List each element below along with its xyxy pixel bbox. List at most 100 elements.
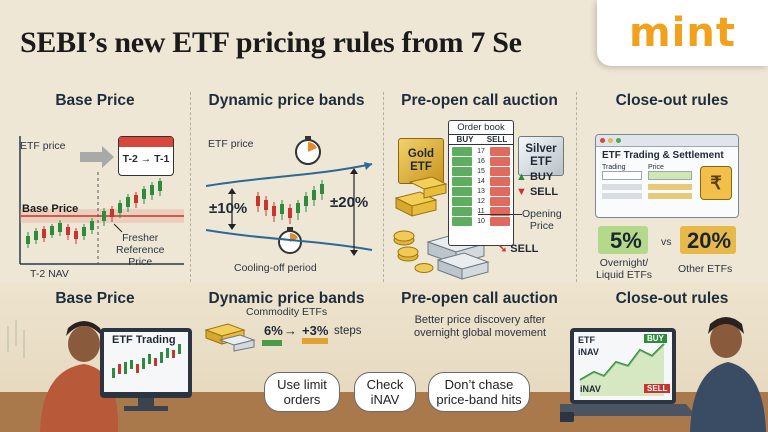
price-level: 16 <box>477 158 485 165</box>
gold-coins-icon <box>393 176 448 273</box>
order-book-row: 11 <box>452 207 510 216</box>
order-book-row: 13 <box>452 187 510 196</box>
call-auction-bottom-heading: Pre-open call auction <box>401 290 558 307</box>
mint-logo: mint <box>597 0 768 66</box>
rupee-icon: ₹ <box>700 166 732 200</box>
closeout-bottom-heading: Close-out rules <box>615 290 729 307</box>
base-price-line-label: Base Price <box>22 203 79 215</box>
laptop-inav-bottom-label: iNAV <box>580 384 601 394</box>
order-book-rows: 17 16 15 14 13 12 11 10 <box>449 145 513 229</box>
trader-right-illustration <box>560 317 766 432</box>
order-book-row: 10 <box>452 217 510 226</box>
laptop-etf-label: ETF <box>578 335 595 345</box>
price-bands-chart <box>205 136 373 256</box>
commodity-bars-icon <box>204 323 256 352</box>
reference-price-label: Fresher Reference Price <box>116 232 165 268</box>
price-level: 17 <box>477 148 485 155</box>
bands-etf-price-label: ETF price <box>208 138 254 150</box>
order-book-row: 14 <box>452 177 510 186</box>
calendar-text: T-2 → T-1 <box>122 153 170 165</box>
order-book-title: Order book <box>449 121 513 135</box>
divider <box>383 92 384 282</box>
divider <box>576 92 577 282</box>
nav-label: T-2 NAV <box>30 268 69 280</box>
buy-cell <box>452 157 472 166</box>
price-level: 11 <box>477 208 485 215</box>
call-auction-heading: Pre-open call auction <box>401 92 558 109</box>
other-pct: 20% <box>687 228 732 253</box>
etf-price-label: ETF price <box>20 140 66 152</box>
divider <box>190 92 191 282</box>
sell-cell <box>490 177 510 186</box>
cooling-off-label: Cooling-off period <box>234 262 317 274</box>
price-bands-heading: Dynamic price bands <box>208 92 365 109</box>
price-level: 14 <box>477 178 485 185</box>
tip-text: Use limit orders <box>277 377 327 407</box>
laptop-sell-button[interactable]: SELL <box>644 384 671 393</box>
price-level: 10 <box>477 218 485 225</box>
left-monitor-title: ETF Trading <box>112 334 176 346</box>
band-20-label: ±20% <box>330 194 369 211</box>
sell-cell <box>490 187 510 196</box>
laptop-buy-button[interactable]: BUY <box>644 334 667 343</box>
trader-left-illustration <box>7 320 192 432</box>
step-bar-1 <box>262 340 282 346</box>
buy-cell <box>452 187 472 196</box>
order-book-row: 16 <box>452 157 510 166</box>
sell-tag-label: SELL <box>529 186 559 198</box>
buy-tag: ▲ BUY <box>516 171 554 183</box>
base-price-heading: Base Price <box>55 92 135 109</box>
sell-cell <box>490 167 510 176</box>
trading-field-label: Trading <box>602 164 626 171</box>
buy-cell <box>452 197 472 206</box>
step-to: +3% <box>302 323 329 338</box>
tip-text: Don’t chase price-band hits <box>436 377 522 407</box>
vs-label: vs <box>661 236 672 248</box>
step-from: 6% <box>264 323 283 338</box>
order-book: Order book BUY SELL 17 16 15 14 13 12 11 10 <box>448 120 514 246</box>
liquid-pct-highlight <box>598 226 648 254</box>
settlement-window-title: ETF Trading & Settlement <box>602 150 724 161</box>
buy-cell <box>452 167 472 176</box>
sell-tag: ▼ SELL <box>516 186 559 198</box>
liquid-pct: 5% <box>610 228 642 253</box>
price-field-label: Price <box>648 164 664 171</box>
base-price-bottom-heading: Base Price <box>55 290 135 307</box>
order-book-row: 15 <box>452 167 510 176</box>
gold-etf-label: Gold ETF <box>398 138 444 184</box>
buy-cell <box>452 177 472 186</box>
silver-etf-label: Silver ETF <box>518 136 564 176</box>
sell-column-header: SELL <box>486 135 508 144</box>
price-discovery-text: Better price discovery after overnight g… <box>413 314 547 339</box>
tip-dont-chase: Don’t chase price-band hits <box>428 372 530 412</box>
price-level: 13 <box>477 188 485 195</box>
sell-cell <box>490 197 510 206</box>
other-pct-highlight <box>680 226 736 254</box>
step-bar-2 <box>302 338 328 344</box>
other-pct-label: Other ETFs <box>678 263 733 275</box>
closeout-heading: Close-out rules <box>615 92 729 109</box>
trading-select[interactable] <box>602 171 642 180</box>
commodity-etfs-label: Commodity ETFs <box>246 306 328 318</box>
price-level: 15 <box>477 168 485 175</box>
price-input[interactable] <box>648 171 692 180</box>
price-bands-bottom-heading: Dynamic price bands <box>208 290 365 307</box>
band-10-label: ±10% <box>209 200 248 217</box>
sell-tag-bottom-label: SELL <box>510 243 539 255</box>
steps-word: steps <box>334 325 362 337</box>
opening-price-label: Opening Price <box>522 208 562 232</box>
sell-cell <box>490 207 510 216</box>
sell-cell <box>490 217 510 226</box>
sell-tag-bottom: ➘ SELL <box>498 243 539 255</box>
base-price-chart <box>19 136 184 265</box>
buy-column-header: BUY <box>456 135 474 144</box>
order-book-row: 17 <box>452 147 510 156</box>
buy-cell <box>452 217 472 226</box>
calendar-icon: T-2 → T-1 <box>118 136 174 176</box>
buy-tag-label: BUY <box>529 171 554 183</box>
page-title: SEBI’s new ETF pricing rules from 7 Se <box>20 26 522 59</box>
tip-check-inav: Check iNAV <box>354 372 416 412</box>
tip-text: Check iNAV <box>366 377 404 407</box>
price-level: 12 <box>477 198 485 205</box>
order-book-row: 12 <box>452 197 510 206</box>
